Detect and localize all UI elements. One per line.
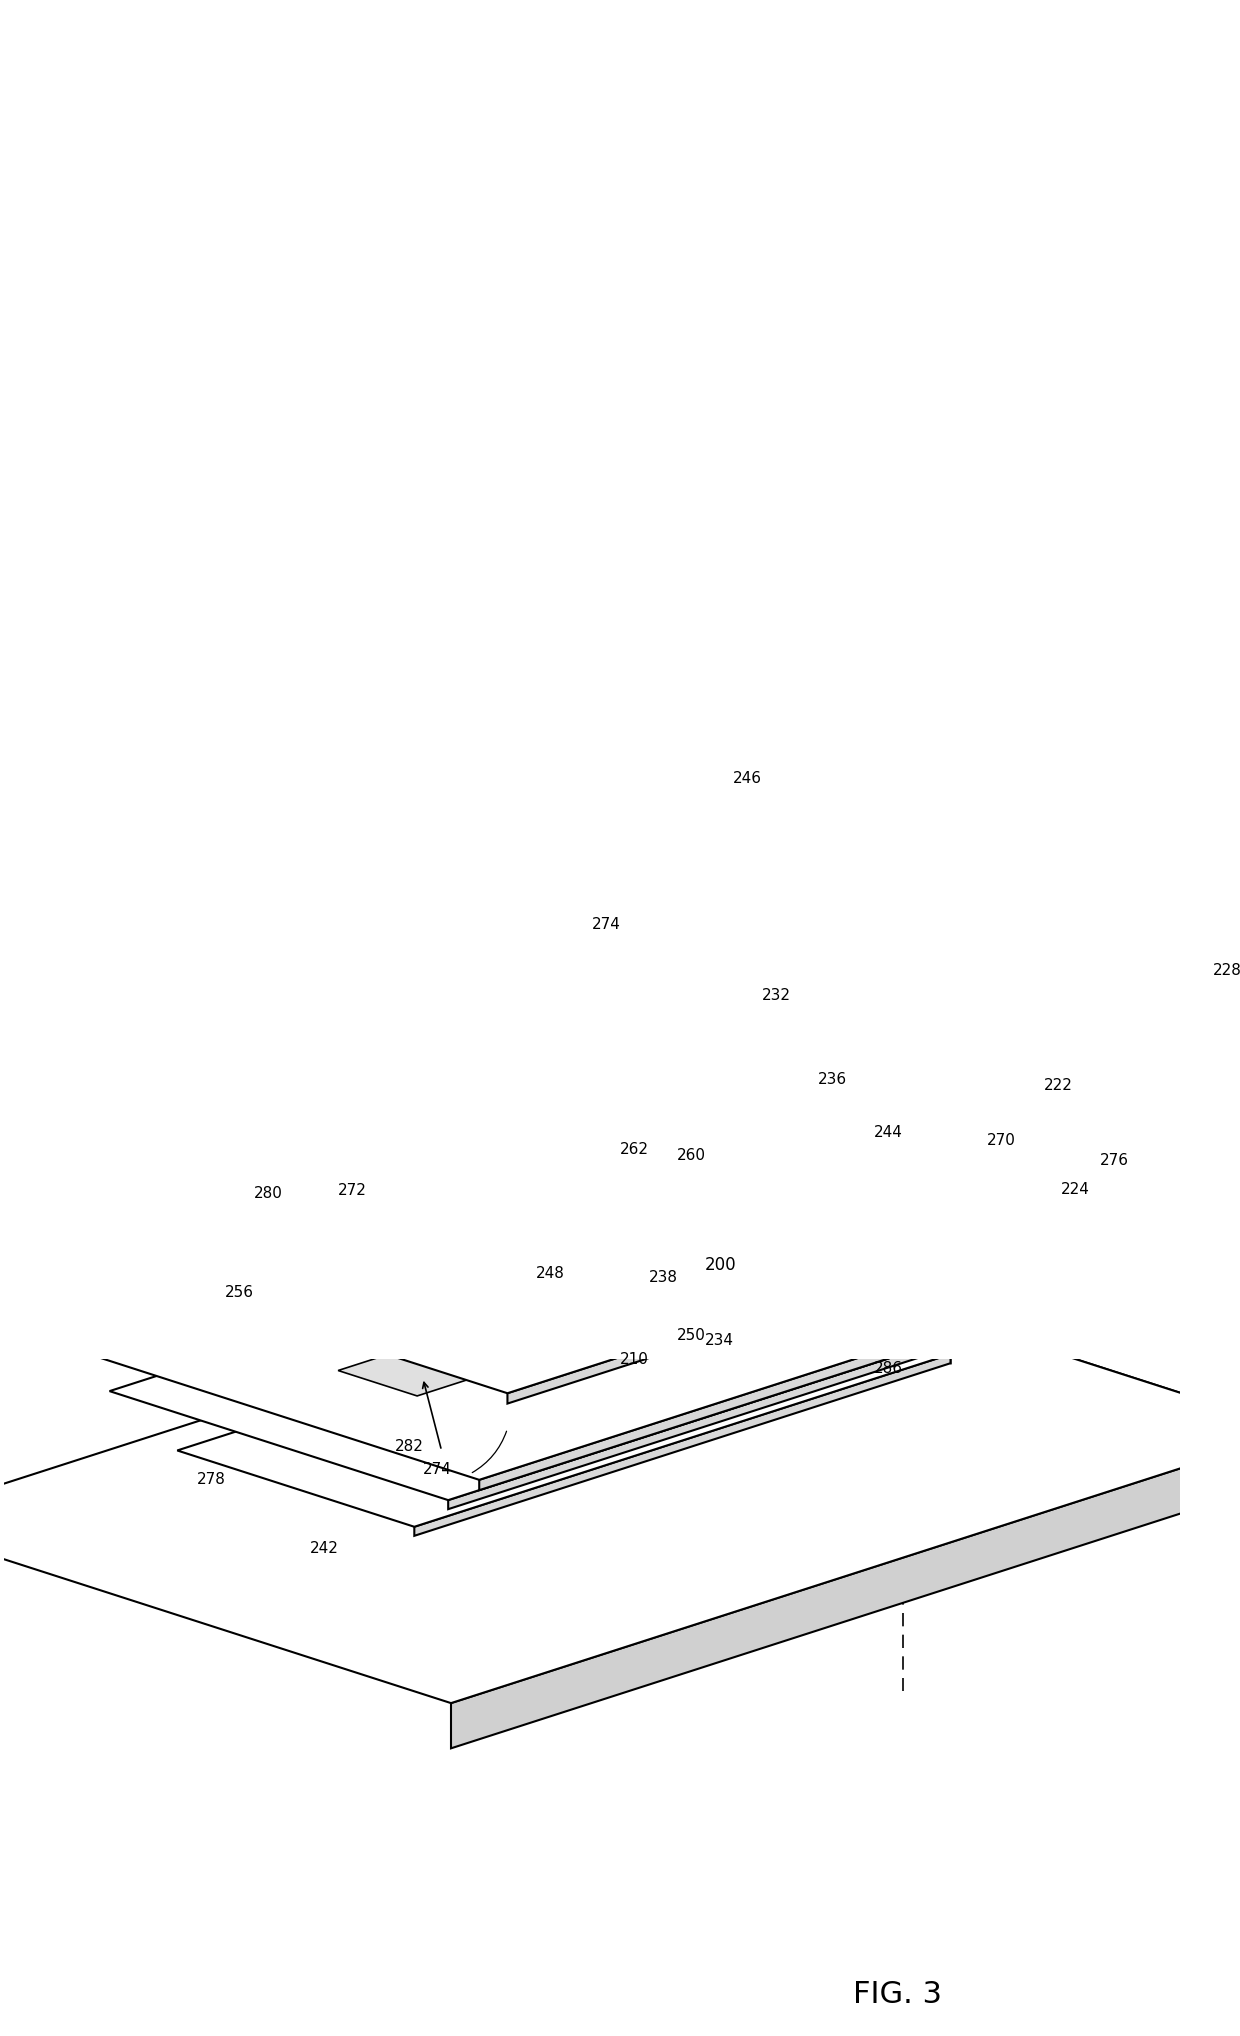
Polygon shape — [787, 1222, 888, 1260]
Polygon shape — [748, 1209, 888, 1254]
Polygon shape — [812, 1016, 1095, 1118]
Polygon shape — [936, 965, 1095, 1028]
Polygon shape — [479, 1270, 1128, 1490]
Polygon shape — [355, 1124, 830, 1277]
Polygon shape — [675, 1140, 911, 1222]
Polygon shape — [339, 1232, 846, 1397]
Polygon shape — [706, 1134, 1128, 1281]
Polygon shape — [593, 1124, 830, 1209]
Text: 250: 250 — [677, 1327, 706, 1342]
Text: 232: 232 — [761, 987, 790, 1002]
Polygon shape — [593, 945, 830, 1030]
Polygon shape — [781, 1209, 883, 1246]
Polygon shape — [635, 1104, 945, 1211]
Text: 274: 274 — [593, 916, 621, 932]
Polygon shape — [549, 1203, 945, 1338]
Text: 278: 278 — [197, 1472, 226, 1486]
Polygon shape — [507, 1222, 1044, 1403]
Polygon shape — [518, 1248, 756, 1334]
Text: 260: 260 — [677, 1148, 706, 1163]
Polygon shape — [177, 1279, 951, 1527]
Polygon shape — [691, 1175, 832, 1220]
Polygon shape — [339, 1185, 846, 1348]
Text: 224: 224 — [1060, 1183, 1090, 1197]
Ellipse shape — [366, 1295, 445, 1323]
Polygon shape — [239, 1104, 945, 1332]
Polygon shape — [296, 1268, 436, 1313]
Polygon shape — [713, 1279, 951, 1364]
Polygon shape — [843, 1197, 883, 1213]
Text: 244: 244 — [874, 1124, 903, 1140]
Text: 272: 272 — [339, 1183, 367, 1197]
Polygon shape — [792, 1175, 832, 1191]
Text: 228: 228 — [1213, 963, 1240, 979]
Text: 200: 200 — [706, 1256, 737, 1275]
Ellipse shape — [686, 1122, 729, 1138]
Polygon shape — [414, 1354, 951, 1535]
Polygon shape — [849, 1209, 888, 1228]
Polygon shape — [730, 1187, 832, 1224]
Text: 274: 274 — [423, 1462, 451, 1476]
Ellipse shape — [463, 1362, 631, 1431]
Text: 280: 280 — [253, 1185, 283, 1201]
Text: 270: 270 — [987, 1132, 1016, 1148]
Polygon shape — [655, 965, 1095, 1108]
Text: 236: 236 — [818, 1073, 847, 1087]
Polygon shape — [593, 869, 830, 955]
Polygon shape — [677, 1104, 1044, 1232]
Ellipse shape — [467, 1305, 649, 1382]
Text: 286: 286 — [874, 1362, 903, 1376]
Text: 210: 210 — [620, 1352, 650, 1366]
Polygon shape — [702, 1201, 1040, 1319]
Text: 238: 238 — [649, 1270, 677, 1285]
Text: 242: 242 — [310, 1541, 339, 1556]
Text: FIG. 3: FIG. 3 — [853, 1981, 942, 2010]
Polygon shape — [281, 1171, 756, 1323]
Polygon shape — [397, 1268, 436, 1287]
Polygon shape — [600, 1215, 911, 1321]
Text: 282: 282 — [394, 1439, 423, 1454]
Polygon shape — [335, 1281, 436, 1319]
Polygon shape — [109, 1201, 1040, 1501]
Polygon shape — [448, 1309, 1040, 1509]
Ellipse shape — [642, 1179, 722, 1207]
Polygon shape — [56, 1134, 1128, 1480]
Polygon shape — [593, 1199, 830, 1285]
Text: 262: 262 — [620, 1142, 650, 1156]
Polygon shape — [363, 1140, 911, 1315]
Text: 234: 234 — [706, 1334, 734, 1348]
Text: 256: 256 — [226, 1285, 254, 1301]
Polygon shape — [140, 1104, 1044, 1393]
Polygon shape — [518, 1171, 756, 1256]
Text: 276: 276 — [1100, 1152, 1130, 1169]
Text: 222: 222 — [1044, 1079, 1073, 1093]
Ellipse shape — [738, 1138, 781, 1154]
Text: 246: 246 — [733, 770, 763, 786]
Polygon shape — [742, 1197, 883, 1242]
Polygon shape — [355, 869, 830, 1022]
Polygon shape — [0, 1248, 1240, 1704]
Text: 248: 248 — [536, 1266, 564, 1281]
Polygon shape — [451, 1431, 1240, 1749]
Polygon shape — [733, 1248, 1240, 1476]
